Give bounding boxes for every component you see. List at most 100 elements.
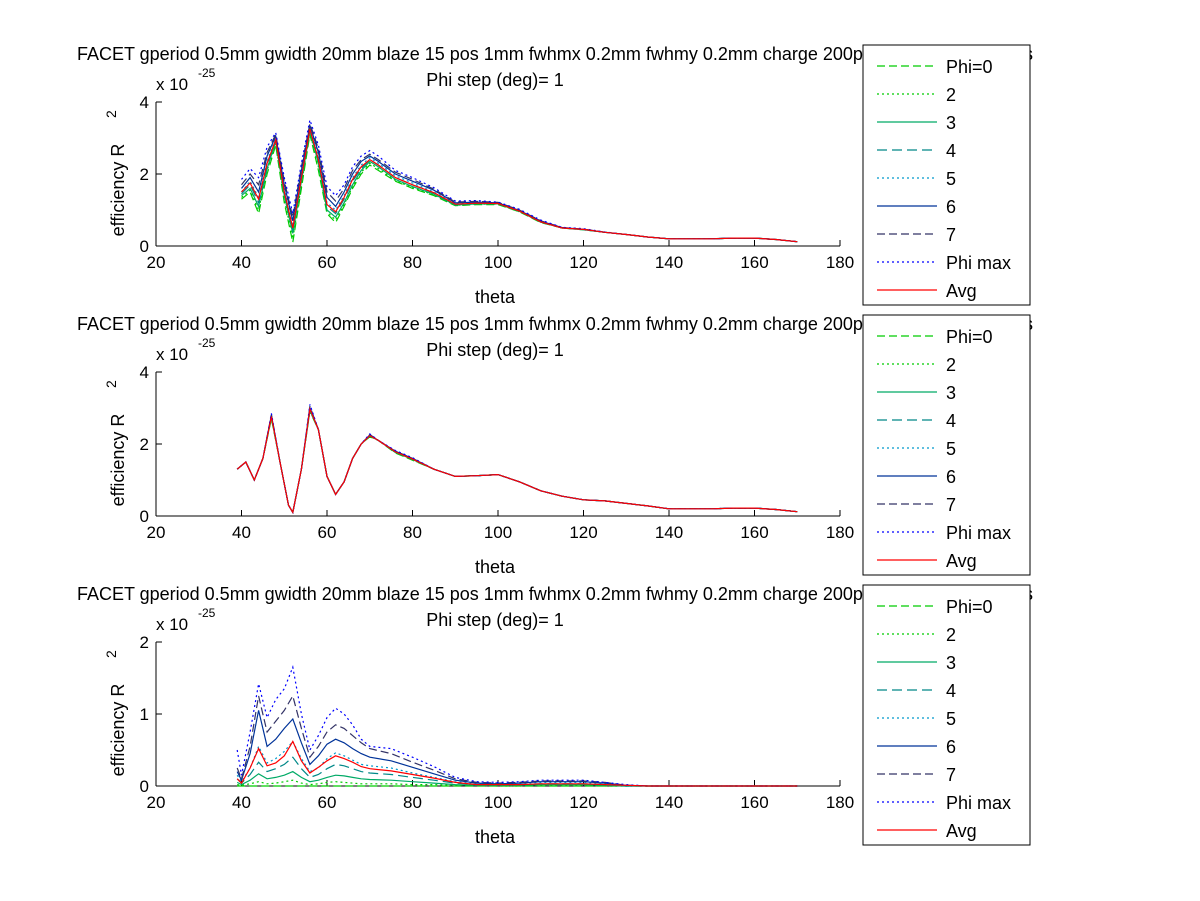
series-line-phi-0 (236, 409, 798, 515)
legend-entry: Phi max (946, 523, 1011, 543)
chart-title: FACET gperiod 0.5mm gwidth 20mm blaze 15… (77, 44, 1033, 64)
legend-entry: Phi=0 (946, 57, 993, 77)
x-tick-label: 80 (403, 793, 422, 812)
legend-entry: Phi=0 (946, 597, 993, 617)
x-tick-label: 180 (826, 793, 854, 812)
y-axis-label-group: efficiency R 2 (103, 380, 128, 506)
legend-entry: 7 (946, 765, 956, 785)
series-line-phi-max (236, 665, 798, 787)
legend-entry: 5 (946, 709, 956, 729)
x-tick-label: 180 (826, 523, 854, 542)
y-tick-label: 2 (140, 165, 149, 184)
series-line-6 (241, 125, 798, 243)
x-tick-label: 20 (147, 793, 166, 812)
x-tick-label: 20 (147, 253, 166, 272)
x-tick-label: 80 (403, 253, 422, 272)
legend-entry: 6 (946, 467, 956, 487)
legend-entry: 4 (946, 411, 956, 431)
plot-area (156, 642, 840, 786)
x-tick-label: 140 (655, 523, 683, 542)
x-tick-label: 120 (569, 523, 597, 542)
x-axis-label: theta (475, 287, 516, 307)
y-axis-label-superscript: 2 (103, 650, 119, 658)
chart-subtitle: Phi step (deg)= 1 (426, 610, 564, 630)
series-line-avg (241, 128, 798, 243)
y-tick-label: 4 (140, 363, 149, 382)
x-axis-label: theta (475, 557, 516, 577)
y-tick-label: 2 (140, 435, 149, 454)
x-tick-label: 120 (569, 793, 597, 812)
x-tick-label: 60 (318, 793, 337, 812)
series-line-5 (236, 406, 798, 515)
y-exponent: -25 (198, 606, 216, 620)
x-tick-label: 160 (740, 253, 768, 272)
x-tick-label: 180 (826, 253, 854, 272)
chart-panel-3: FACET gperiod 0.5mm gwidth 20mm blaze 15… (77, 584, 1033, 847)
legend-entry: 7 (946, 495, 956, 515)
legend-entry: 5 (946, 439, 956, 459)
legend-box (862, 314, 1031, 576)
y-axis-label: efficiency R (108, 684, 128, 777)
legend-entry: 4 (946, 681, 956, 701)
legend-entry: 3 (946, 653, 956, 673)
x-tick-label: 160 (740, 523, 768, 542)
x-axis-label: theta (475, 827, 516, 847)
series-line-7 (236, 405, 798, 515)
x-tick-label: 40 (232, 793, 251, 812)
legend-entry: Phi max (946, 253, 1011, 273)
y-exponent-base: x 10 (156, 75, 188, 94)
legend-entry: 3 (946, 383, 956, 403)
legend-entry: 5 (946, 169, 956, 189)
y-tick-label: 2 (140, 633, 149, 652)
x-tick-label: 40 (232, 523, 251, 542)
y-tick-label: 1 (140, 705, 149, 724)
x-tick-label: 100 (484, 523, 512, 542)
series-line-phi-max (241, 117, 798, 243)
legend-entry: Phi=0 (946, 327, 993, 347)
legend-entry: Avg (946, 551, 977, 571)
chart-subtitle: Phi step (deg)= 1 (426, 70, 564, 90)
legend: Phi=0 2 3 4 5 6 7 Phi max Avg (862, 584, 1031, 846)
x-tick-label: 20 (147, 523, 166, 542)
legend-entry: 2 (946, 85, 956, 105)
legend: Phi=0 2 3 4 5 6 7 Phi max Avg (862, 44, 1031, 306)
legend-entry: 6 (946, 737, 956, 757)
x-tick-label: 120 (569, 253, 597, 272)
x-tick-label: 140 (655, 793, 683, 812)
y-axis-label: efficiency R (108, 144, 128, 237)
y-axis-label: efficiency R (108, 414, 128, 507)
y-exponent-base: x 10 (156, 615, 188, 634)
series-line-avg (236, 740, 798, 787)
legend-entry: 4 (946, 141, 956, 161)
series-line-7 (241, 121, 798, 243)
y-tick-label: 0 (140, 507, 149, 526)
chart-panel-2: FACET gperiod 0.5mm gwidth 20mm blaze 15… (77, 314, 1033, 577)
legend-entry: 2 (946, 625, 956, 645)
y-tick-label: 4 (140, 93, 149, 112)
x-tick-label: 100 (484, 793, 512, 812)
legend-entry: 2 (946, 355, 956, 375)
legend-entry: 3 (946, 113, 956, 133)
plot-area (156, 372, 840, 516)
y-axis-label-group: efficiency R 2 (103, 650, 128, 776)
y-exponent-base: x 10 (156, 345, 188, 364)
x-tick-label: 100 (484, 253, 512, 272)
plot-area (156, 102, 840, 246)
y-exponent: -25 (198, 66, 216, 80)
chart-title: FACET gperiod 0.5mm gwidth 20mm blaze 15… (77, 584, 1033, 604)
y-axis-label-superscript: 2 (103, 380, 119, 388)
y-exponent: -25 (198, 336, 216, 350)
series-line-6 (236, 710, 798, 787)
x-tick-label: 60 (318, 253, 337, 272)
x-tick-label: 40 (232, 253, 251, 272)
chart-panel-1: FACET gperiod 0.5mm gwidth 20mm blaze 15… (77, 44, 1033, 307)
chart-subtitle: Phi step (deg)= 1 (426, 340, 564, 360)
y-axis-label-superscript: 2 (103, 110, 119, 118)
series-line-phi-max (236, 404, 798, 515)
x-tick-label: 80 (403, 523, 422, 542)
legend-entry: Avg (946, 821, 977, 841)
legend-entry: Avg (946, 281, 977, 301)
legend-entry: 7 (946, 225, 956, 245)
series-line-3 (236, 408, 798, 515)
